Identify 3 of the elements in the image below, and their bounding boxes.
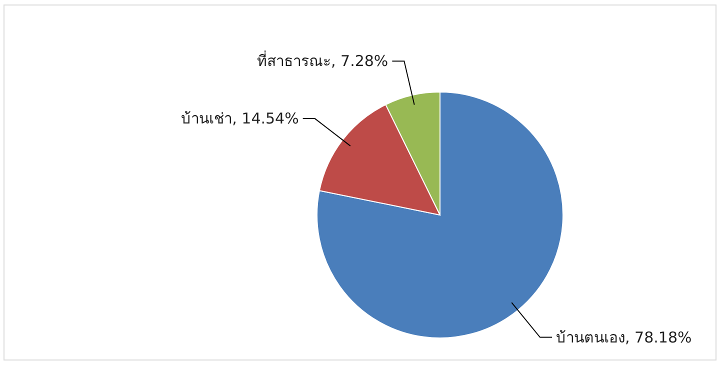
slice-label: บ้านตนเอง, 78.18% [556, 328, 692, 346]
slice-label: บ้านเช่า, 14.54% [181, 110, 299, 128]
slice-label: ที่สาธารณะ, 7.28% [256, 50, 388, 70]
